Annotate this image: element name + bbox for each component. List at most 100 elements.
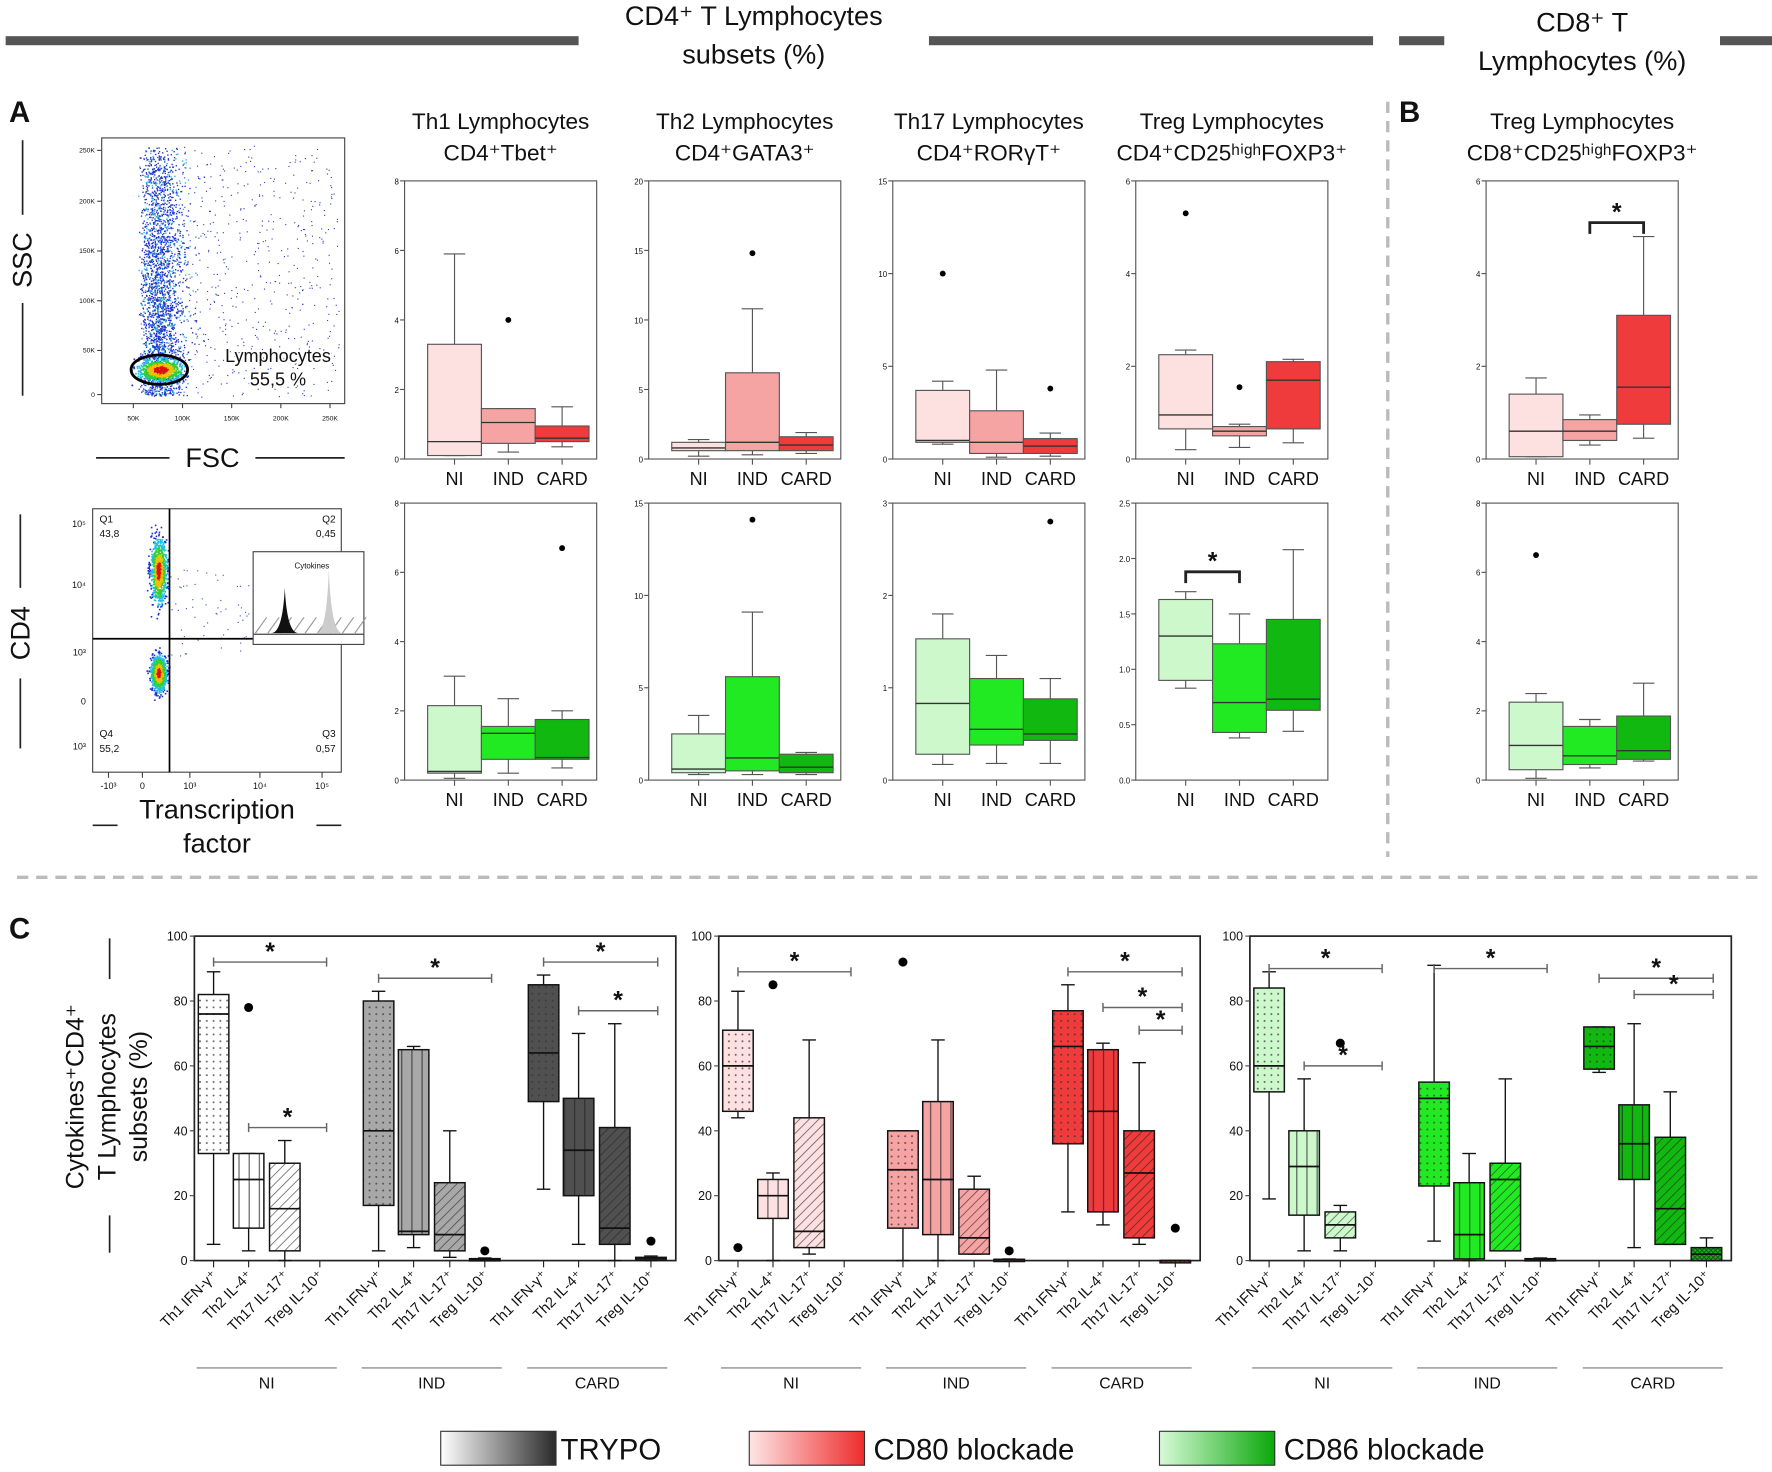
- event-dot: [161, 207, 163, 210]
- event-dot: [213, 301, 216, 303]
- event-dot: [145, 185, 148, 187]
- event-dot: [159, 329, 161, 331]
- event-dot: [168, 264, 170, 266]
- event-dot: [144, 312, 146, 315]
- event-dot: [146, 375, 149, 377]
- event-dot: [159, 562, 161, 564]
- event-dot: [159, 299, 161, 301]
- event-dot: [150, 164, 152, 167]
- event-dot: [219, 279, 221, 281]
- event-dot: [162, 378, 164, 380]
- event-dot: [225, 328, 227, 330]
- event-dot: [157, 379, 160, 382]
- panel-label-a: A: [9, 96, 30, 129]
- event-dot: [167, 287, 170, 289]
- event-dot: [167, 325, 170, 327]
- event-dot: [162, 318, 164, 320]
- event-dot: [157, 229, 159, 232]
- event-dot: [158, 546, 160, 549]
- event-dot: [143, 364, 146, 367]
- event-dot: [167, 360, 170, 362]
- event-dot: [146, 213, 148, 216]
- event-dot: [176, 317, 178, 320]
- event-dot: [159, 165, 161, 167]
- event-dot: [180, 368, 183, 371]
- event-dot: [144, 154, 146, 156]
- event-dot: [202, 232, 204, 235]
- event-dot: [156, 551, 159, 553]
- event-dot: [243, 341, 245, 343]
- event-dot: [175, 192, 177, 194]
- event-dot: [316, 157, 318, 159]
- event-dot: [179, 381, 181, 383]
- event-dot: [167, 226, 169, 228]
- event-dot: [267, 370, 269, 373]
- event-dot: [207, 266, 209, 269]
- event-dot: [152, 346, 154, 348]
- event-dot: [163, 166, 165, 168]
- event-dot: [173, 324, 175, 326]
- event-dot: [164, 357, 167, 360]
- event-dot: [158, 277, 160, 279]
- event-dot: [154, 394, 156, 397]
- event-dot: [141, 171, 143, 173]
- event-dot: [149, 575, 151, 577]
- event-dot: [148, 568, 151, 570]
- event-dot: [146, 391, 148, 393]
- event-dot: [165, 583, 167, 585]
- event-dot: [144, 379, 147, 382]
- event-dot: [149, 389, 152, 391]
- event-dot: [173, 244, 176, 247]
- event-dot: [150, 164, 152, 166]
- event-dot: [236, 296, 238, 298]
- event-dot: [164, 176, 166, 178]
- event-dot: [157, 329, 159, 332]
- event-dot: [294, 287, 296, 289]
- event-dot: [208, 210, 211, 212]
- event-dot: [157, 264, 160, 266]
- event-dot: [277, 262, 279, 265]
- event-dot: [154, 182, 156, 184]
- event-dot: [157, 241, 160, 243]
- event-dot: [172, 287, 174, 290]
- event-dot: [175, 213, 178, 215]
- event-dot: [159, 393, 162, 396]
- event-dot: [155, 256, 157, 259]
- event-dot: [157, 368, 160, 371]
- event-dot: [145, 364, 147, 367]
- event-dot: [159, 351, 162, 354]
- event-dot: [154, 567, 157, 570]
- event-dot: [160, 342, 162, 344]
- event-dot: [163, 344, 166, 347]
- event-dot: [185, 159, 187, 161]
- event-dot: [191, 276, 193, 278]
- event-dot: [185, 167, 187, 169]
- event-dot: [160, 563, 163, 566]
- event-dot: [151, 329, 153, 332]
- event-dot: [171, 370, 174, 373]
- event-dot: [229, 351, 231, 353]
- event-dot: [165, 364, 168, 367]
- event-dot: [237, 322, 239, 324]
- event-dot: [164, 366, 166, 369]
- event-dot: [155, 272, 158, 275]
- event-dot: [169, 335, 171, 337]
- event-dot: [145, 157, 148, 159]
- event-dot: [173, 373, 175, 376]
- event-dot: [159, 555, 162, 557]
- event-dot: [160, 189, 162, 191]
- event-dot: [153, 683, 156, 686]
- event-dot: [169, 260, 171, 262]
- event-dot: [155, 303, 157, 305]
- event-dot: [151, 389, 153, 392]
- event-dot: [246, 231, 248, 233]
- event-dot: [245, 171, 247, 173]
- event-dot: [164, 156, 166, 158]
- event-dot: [139, 167, 142, 170]
- event-dot: [157, 337, 160, 339]
- event-dot: [144, 263, 146, 265]
- event-dot: [154, 596, 157, 599]
- event-dot: [163, 356, 165, 359]
- event-dot: [155, 307, 157, 309]
- event-dot: [158, 186, 160, 189]
